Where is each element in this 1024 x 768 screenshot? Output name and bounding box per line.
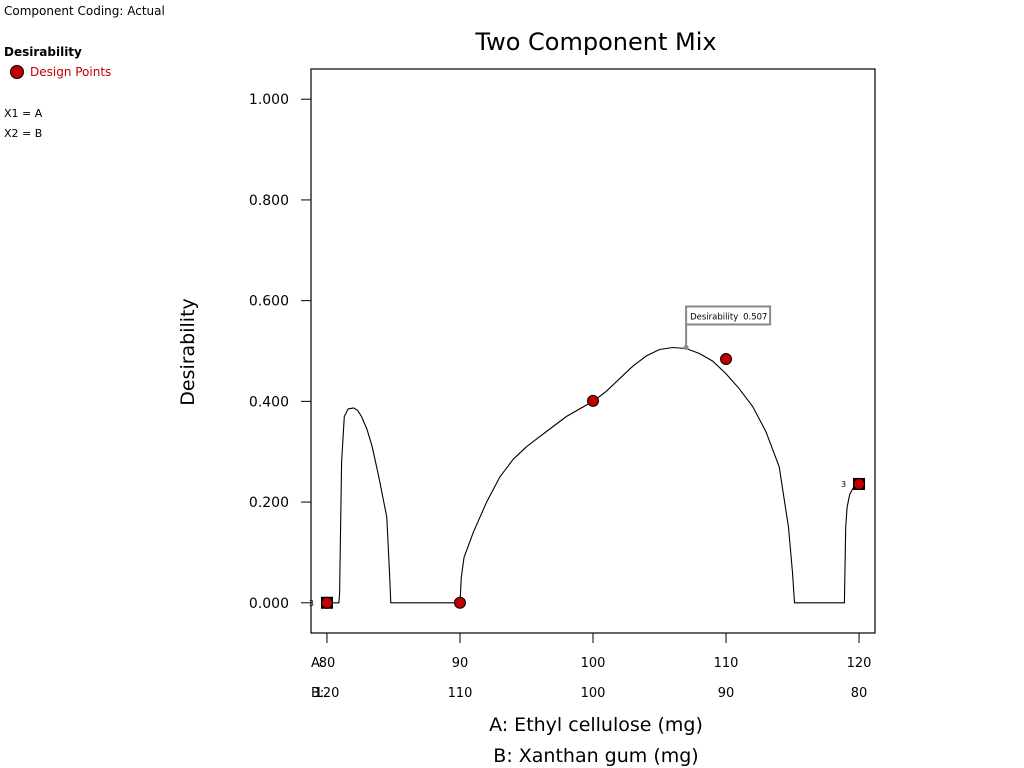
x-tick-label-b: 80	[851, 686, 868, 701]
x-axis-title-b: B: Xanthan gum (mg)	[493, 745, 698, 767]
legend-title: Desirability	[4, 45, 82, 59]
y-tick-label: 0.400	[249, 394, 289, 410]
x-row-b-prefix: B:	[311, 686, 324, 701]
x-tick-label-b: 120	[315, 686, 340, 701]
x-tick-label-a: 90	[452, 656, 469, 671]
x-tick-label-a: 110	[714, 656, 739, 671]
y-tick-label: 0.200	[249, 495, 289, 511]
mapping-x2: X2 = B	[4, 127, 43, 140]
design-point[interactable]	[853, 477, 866, 490]
mapping-x1: X1 = A	[4, 107, 43, 120]
y-tick-label: 0.800	[249, 193, 289, 209]
annotation-box	[685, 305, 772, 326]
component-coding-label: Component Coding: Actual	[4, 4, 165, 18]
design-point[interactable]	[320, 596, 333, 609]
design-point[interactable]	[720, 353, 733, 366]
chart-title: Two Component Mix	[474, 28, 716, 56]
design-point-count: 3	[309, 599, 314, 608]
x-tick-label-a: 100	[581, 656, 606, 671]
x-tick-label-b: 110	[448, 686, 473, 701]
x-tick-label-a: 80	[319, 656, 336, 671]
desirability-curve	[327, 346, 860, 604]
x-tick-label-b: 100	[581, 686, 606, 701]
x-tick-label-b: 90	[718, 686, 735, 701]
x-row-a-prefix: A:	[311, 656, 324, 671]
design-point-marker-icon	[10, 65, 24, 79]
x-axis-title-a: A: Ethyl cellulose (mg)	[489, 714, 703, 736]
design-point[interactable]	[587, 394, 599, 407]
x-tick-label-a: 120	[847, 656, 872, 671]
y-tick-label: 1.000	[249, 92, 289, 108]
y-tick-label: 0.000	[249, 596, 289, 612]
annotation-label: Desirability	[690, 312, 738, 322]
y-tick-label: 0.600	[249, 294, 289, 310]
design-point-count: 3	[841, 480, 846, 489]
legend-design-points[interactable]: Design Points	[10, 65, 111, 79]
legend-item-label: Design Points	[30, 65, 112, 79]
annotation-value: 0.507	[743, 312, 767, 322]
y-axis-title: Desirability	[177, 298, 199, 406]
design-point[interactable]	[453, 596, 466, 609]
